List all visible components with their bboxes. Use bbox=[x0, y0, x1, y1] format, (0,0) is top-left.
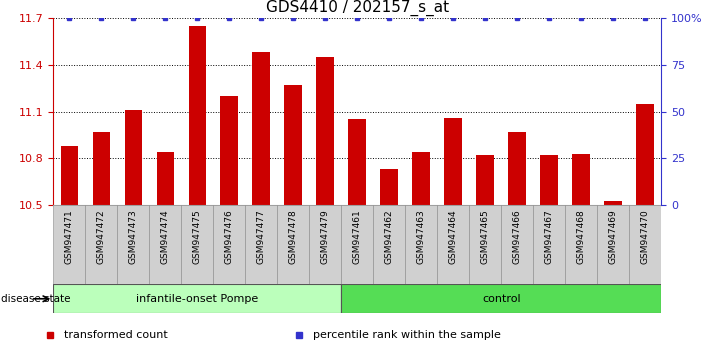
Text: GSM947478: GSM947478 bbox=[289, 209, 298, 264]
Bar bbox=[124, 110, 142, 205]
Bar bbox=[405, 205, 437, 285]
Text: GSM947466: GSM947466 bbox=[513, 209, 522, 264]
Text: GSM947469: GSM947469 bbox=[609, 209, 618, 264]
Text: GSM947472: GSM947472 bbox=[97, 209, 106, 264]
Bar bbox=[149, 205, 181, 285]
Text: GSM947461: GSM947461 bbox=[353, 209, 362, 264]
Bar bbox=[629, 205, 661, 285]
Bar bbox=[188, 25, 206, 205]
Bar bbox=[380, 169, 398, 205]
Text: GSM947477: GSM947477 bbox=[257, 209, 266, 264]
Bar bbox=[245, 205, 277, 285]
Text: GSM947476: GSM947476 bbox=[225, 209, 234, 264]
Bar bbox=[284, 85, 302, 205]
Text: GSM947464: GSM947464 bbox=[449, 209, 458, 264]
Text: GSM947471: GSM947471 bbox=[65, 209, 74, 264]
Text: control: control bbox=[482, 294, 520, 304]
Bar bbox=[476, 155, 494, 205]
Bar bbox=[373, 205, 405, 285]
Bar bbox=[597, 205, 629, 285]
Bar bbox=[604, 201, 622, 205]
Bar bbox=[53, 284, 341, 313]
Bar bbox=[117, 205, 149, 285]
Bar bbox=[444, 118, 462, 205]
Bar bbox=[309, 205, 341, 285]
Bar bbox=[277, 205, 309, 285]
Text: GSM947470: GSM947470 bbox=[641, 209, 650, 264]
Text: infantile-onset Pompe: infantile-onset Pompe bbox=[137, 294, 258, 304]
Bar bbox=[412, 152, 430, 205]
Text: GSM947463: GSM947463 bbox=[417, 209, 426, 264]
Bar bbox=[60, 146, 78, 205]
Bar bbox=[533, 205, 565, 285]
Text: GSM947462: GSM947462 bbox=[385, 209, 394, 264]
Bar bbox=[540, 155, 558, 205]
Bar bbox=[156, 152, 174, 205]
Bar bbox=[348, 119, 366, 205]
Text: GSM947468: GSM947468 bbox=[577, 209, 586, 264]
Bar bbox=[213, 205, 245, 285]
Bar bbox=[508, 132, 526, 205]
Title: GDS4410 / 202157_s_at: GDS4410 / 202157_s_at bbox=[266, 0, 449, 16]
Text: GSM947479: GSM947479 bbox=[321, 209, 330, 264]
Text: GSM947474: GSM947474 bbox=[161, 209, 170, 264]
Bar bbox=[181, 205, 213, 285]
Text: GSM947475: GSM947475 bbox=[193, 209, 202, 264]
Bar bbox=[341, 284, 661, 313]
Bar bbox=[53, 205, 85, 285]
Text: percentile rank within the sample: percentile rank within the sample bbox=[313, 330, 501, 339]
Bar bbox=[437, 205, 469, 285]
Bar bbox=[501, 205, 533, 285]
Bar bbox=[85, 205, 117, 285]
Text: transformed count: transformed count bbox=[64, 330, 168, 339]
Bar bbox=[572, 154, 590, 205]
Bar bbox=[341, 205, 373, 285]
Text: disease state: disease state bbox=[1, 295, 71, 304]
Bar bbox=[565, 205, 597, 285]
Text: GSM947467: GSM947467 bbox=[545, 209, 554, 264]
Bar bbox=[252, 52, 270, 205]
Bar bbox=[469, 205, 501, 285]
Text: GSM947465: GSM947465 bbox=[481, 209, 490, 264]
Bar bbox=[220, 96, 238, 205]
Bar bbox=[636, 104, 654, 205]
Bar bbox=[92, 132, 110, 205]
Bar bbox=[316, 57, 334, 205]
Text: GSM947473: GSM947473 bbox=[129, 209, 138, 264]
